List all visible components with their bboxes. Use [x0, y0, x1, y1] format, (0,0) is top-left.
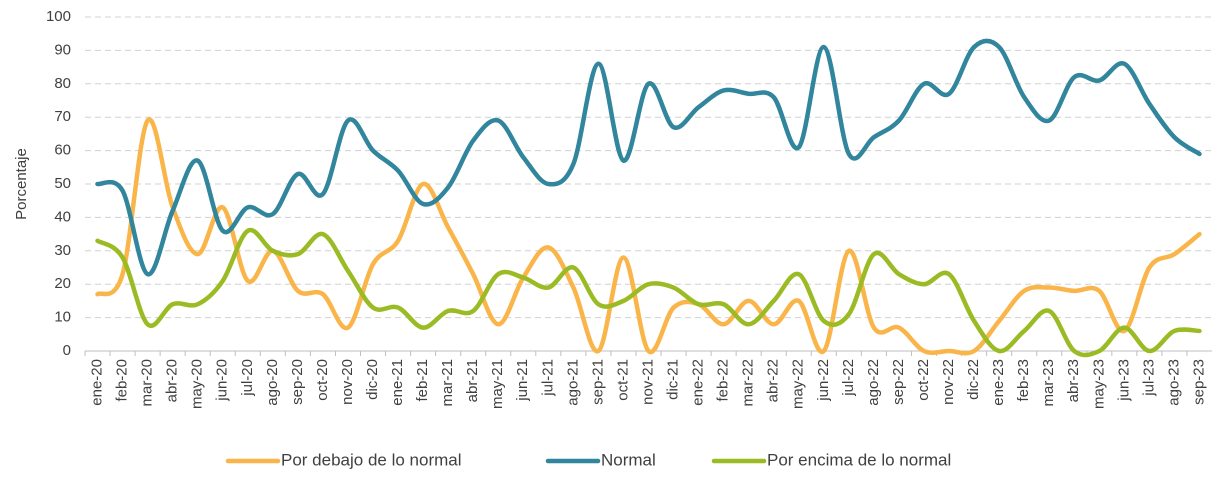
x-tick-label: oct-22	[915, 359, 932, 401]
x-tick-label: sep-20	[289, 359, 306, 405]
y-tick-label: 30	[54, 242, 71, 259]
x-tick-label: abr-22	[765, 359, 782, 402]
x-tick-label: jul-20	[239, 359, 256, 397]
line	[95, 117, 1202, 356]
x-tick-label: ene-21	[389, 359, 406, 406]
x-tick-label: mar-22	[740, 359, 757, 407]
y-tick-label: 10	[54, 309, 71, 326]
x-tick-label: feb-21	[414, 359, 431, 402]
y-tick-label: 100	[46, 8, 71, 25]
x-tick-label: dic-22	[965, 359, 982, 400]
x-tick-label: ene-22	[690, 359, 707, 406]
x-tick-label: mar-21	[439, 359, 456, 407]
line	[95, 38, 1202, 277]
x-tick-label: feb-23	[1015, 359, 1032, 402]
y-tick-label: 20	[54, 275, 71, 292]
x-tick-label: jun-21	[514, 359, 531, 402]
x-tick-label: oct-20	[314, 359, 331, 401]
y-tick-label: 50	[54, 175, 71, 192]
legend-label: Normal	[601, 450, 656, 469]
y-tick-label: 70	[54, 108, 71, 125]
x-tick-label: mar-23	[1040, 359, 1057, 407]
x-tick-label: ago-21	[564, 359, 581, 406]
x-tick-label: jul-22	[840, 359, 857, 397]
x-tick-label: oct-21	[614, 359, 631, 401]
x-tick-label: abr-21	[464, 359, 481, 402]
x-tick-label: ago-20	[264, 359, 281, 406]
x-tick-label: sep-21	[589, 359, 606, 405]
x-tick-label: abr-23	[1065, 359, 1082, 402]
x-tick-label: ago-22	[865, 359, 882, 406]
y-tick-label: 80	[54, 75, 71, 92]
line	[95, 227, 1202, 358]
x-tick-label: may-23	[1090, 359, 1107, 409]
y-tick-label: 40	[54, 208, 71, 225]
x-tick-label: mar-20	[139, 359, 156, 407]
x-tick-label: jul-21	[539, 359, 556, 397]
x-tick-label: sep-22	[890, 359, 907, 405]
x-tick-label: nov-22	[940, 359, 957, 405]
x-tick-label: feb-22	[715, 359, 732, 402]
x-tick-label: ago-23	[1165, 359, 1182, 406]
y-axis-label: Porcentaje	[13, 148, 30, 220]
x-tick-label: jun-22	[815, 359, 832, 402]
x-tick-label: dic-21	[665, 359, 682, 400]
y-tick-label: 60	[54, 142, 71, 159]
x-tick-label: dic-20	[364, 359, 381, 400]
x-tick-label: jul-23	[1140, 359, 1157, 397]
x-tick-label: nov-21	[639, 359, 656, 405]
x-tick-label: may-22	[790, 359, 807, 409]
x-tick-label: sep-23	[1190, 359, 1207, 405]
x-tick-label: jun-23	[1115, 359, 1132, 402]
legend-label: Por encima de lo normal	[767, 450, 951, 469]
y-tick-label: 90	[54, 41, 71, 58]
y-tick-label: 0	[63, 342, 71, 359]
x-tick-label: jun-20	[214, 359, 231, 402]
x-tick-label: feb-20	[114, 359, 131, 402]
x-tick-label: abr-20	[164, 359, 181, 402]
legend-label: Por debajo de lo normal	[281, 450, 462, 469]
x-tick-label: nov-20	[339, 359, 356, 405]
x-tick-label: may-20	[189, 359, 206, 409]
x-tick-label: may-21	[489, 359, 506, 409]
x-tick-label: ene-20	[88, 359, 105, 406]
x-tick-label: ene-23	[990, 359, 1007, 406]
